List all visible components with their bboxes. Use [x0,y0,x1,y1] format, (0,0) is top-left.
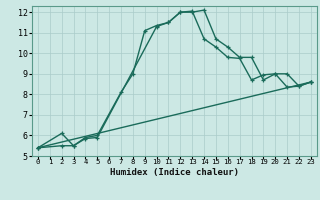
X-axis label: Humidex (Indice chaleur): Humidex (Indice chaleur) [110,168,239,177]
